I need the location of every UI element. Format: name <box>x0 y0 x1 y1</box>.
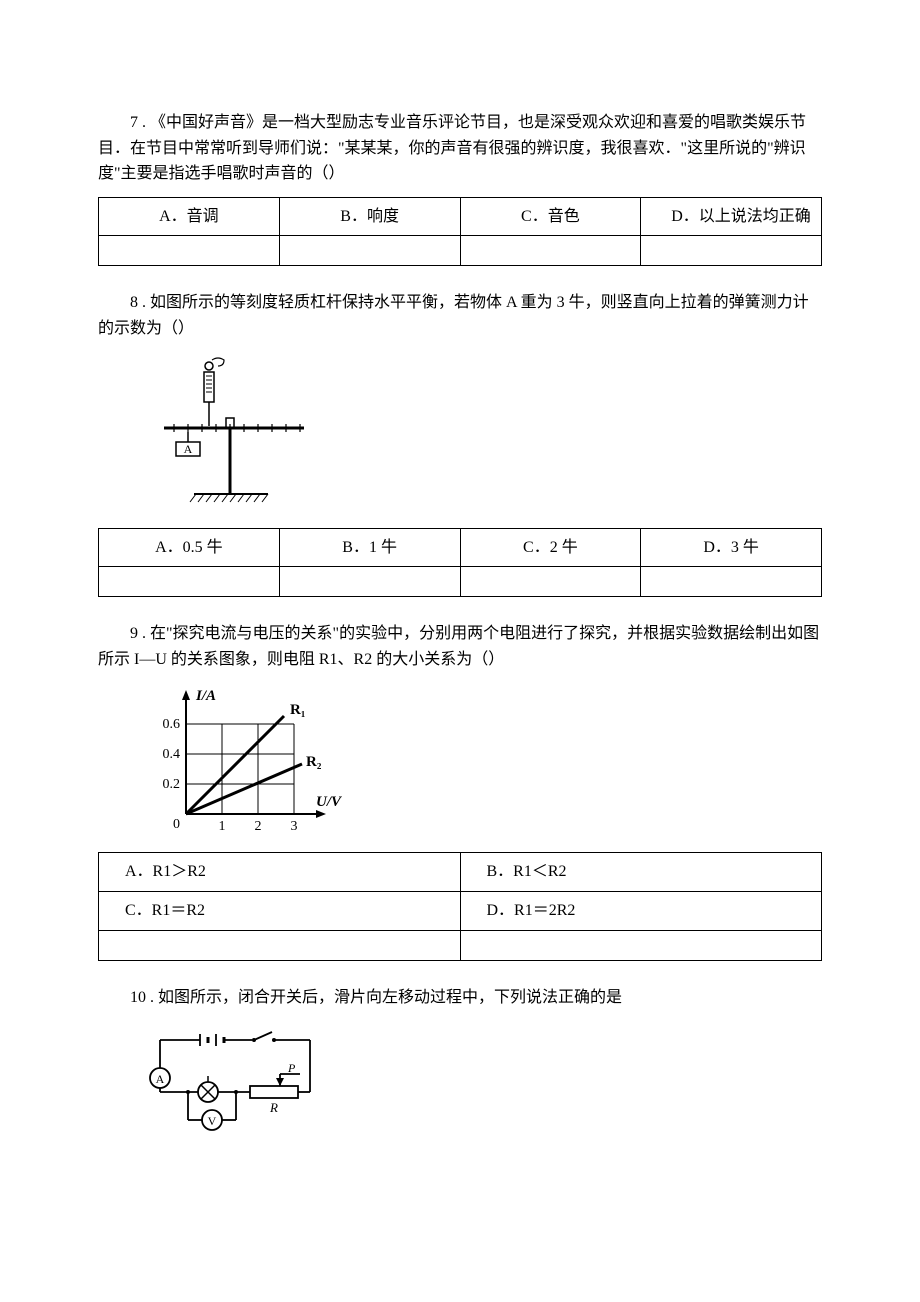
q9-opt-a[interactable]: A．R1＞R2 <box>99 853 461 892</box>
q9-opt-c[interactable]: C．R1＝R2 <box>99 891 461 930</box>
q7-blank-b <box>279 236 460 266</box>
q8-figure: A <box>146 354 822 514</box>
q7-text: 7 . 《中国好声音》是一档大型励志专业音乐评论节目，也是深受观众欢迎和喜爱的唱… <box>98 110 822 187</box>
xtick-1: 2 <box>255 819 262 834</box>
q7-opt-d[interactable]: D．以上说法均正确 <box>641 197 822 236</box>
q7-blank-d <box>641 236 822 266</box>
q7-blank-c <box>460 236 641 266</box>
q8-blank-c <box>460 567 641 597</box>
q9-blank-b <box>460 930 822 960</box>
xtick-0: 1 <box>219 819 226 834</box>
q8-opt-c[interactable]: C．2 牛 <box>460 528 641 567</box>
q8-opt-b[interactable]: B．1 牛 <box>279 528 460 567</box>
weight-label: A <box>184 442 193 456</box>
q9-text: 9 . 在"探究电流与电压的关系"的实验中，分别用两个电阻进行了探究，并根据实验… <box>98 621 822 672</box>
q7-options-table: A．音调 B．响度 C．音色 D．以上说法均正确 <box>98 197 822 267</box>
ytick-0: 0.2 <box>163 777 181 792</box>
q9-chart: R₁ R₂ 0.2 0.4 0.6 1 2 3 0 I/A U/V <box>146 686 822 836</box>
series-r2-label: R₂ <box>306 754 322 770</box>
q7-blank-a <box>99 236 280 266</box>
y-axis-label: I/A <box>195 688 216 704</box>
voltmeter-label: V <box>208 1114 217 1128</box>
q7-opt-c[interactable]: C．音色 <box>460 197 641 236</box>
ammeter-label: A <box>156 1072 165 1086</box>
slider-label: P <box>287 1061 296 1075</box>
xtick-2: 3 <box>291 819 298 834</box>
rheostat-label: R <box>269 1100 278 1115</box>
q9-options-table: A．R1＞R2 B．R1＜R2 C．R1＝R2 D．R1＝2R2 <box>98 852 822 960</box>
lever-diagram-icon: A <box>146 354 316 514</box>
q8-blank-d <box>641 567 822 597</box>
x-axis-label: U/V <box>316 794 343 810</box>
ytick-1: 0.4 <box>163 747 181 762</box>
origin-label: 0 <box>173 817 180 832</box>
q8-opt-d[interactable]: D．3 牛 <box>641 528 822 567</box>
series-r1-label: R₁ <box>290 702 305 718</box>
q10-text: 10 . 如图所示，闭合开关后，滑片向左移动过程中，下列说法正确的是 <box>98 985 822 1011</box>
q10-circuit: A P R V <box>140 1026 822 1136</box>
q7-opt-b[interactable]: B．响度 <box>279 197 460 236</box>
q8-opt-a[interactable]: A．0.5 牛 <box>99 528 280 567</box>
q8-blank-b <box>279 567 460 597</box>
q9-opt-b[interactable]: B．R1＜R2 <box>460 853 822 892</box>
circuit-diagram-icon: A P R V <box>140 1026 330 1136</box>
q8-options-table: A．0.5 牛 B．1 牛 C．2 牛 D．3 牛 <box>98 528 822 598</box>
q9-opt-d[interactable]: D．R1＝2R2 <box>460 891 822 930</box>
q8-text: 8 . 如图所示的等刻度轻质杠杆保持水平平衡，若物体 A 重为 3 牛，则竖直向… <box>98 290 822 341</box>
q8-blank-a <box>99 567 280 597</box>
q7-opt-a[interactable]: A．音调 <box>99 197 280 236</box>
ytick-2: 0.6 <box>163 717 181 732</box>
iu-graph-icon: R₁ R₂ 0.2 0.4 0.6 1 2 3 0 I/A U/V <box>146 686 346 836</box>
q9-blank-a <box>99 930 461 960</box>
